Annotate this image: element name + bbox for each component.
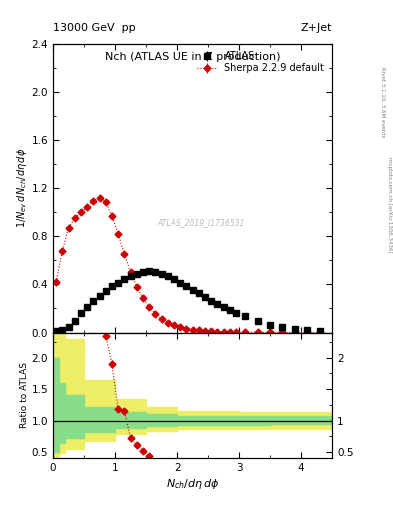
X-axis label: $N_{ch}/d\eta\,d\phi$: $N_{ch}/d\eta\,d\phi$ <box>166 477 219 492</box>
Y-axis label: Ratio to ATLAS: Ratio to ATLAS <box>20 362 29 429</box>
Text: mcplots.cern.ch [arXiv:1306.3436]: mcplots.cern.ch [arXiv:1306.3436] <box>387 157 391 252</box>
Text: 13000 GeV  pp: 13000 GeV pp <box>53 23 136 33</box>
Text: Z+Jet: Z+Jet <box>301 23 332 33</box>
Text: Rivet 3.1.10, 3.6M events: Rivet 3.1.10, 3.6M events <box>381 67 386 138</box>
Legend: ATLAS, Sherpa 2.2.9 default: ATLAS, Sherpa 2.2.9 default <box>194 48 327 76</box>
Y-axis label: $1/N_{ev}\,dN_{ch}/d\eta\,d\phi$: $1/N_{ev}\,dN_{ch}/d\eta\,d\phi$ <box>15 148 29 228</box>
Text: ATLAS_2019_I1736531: ATLAS_2019_I1736531 <box>157 218 244 227</box>
Text: Nch (ATLAS UE in Z production): Nch (ATLAS UE in Z production) <box>105 52 280 62</box>
